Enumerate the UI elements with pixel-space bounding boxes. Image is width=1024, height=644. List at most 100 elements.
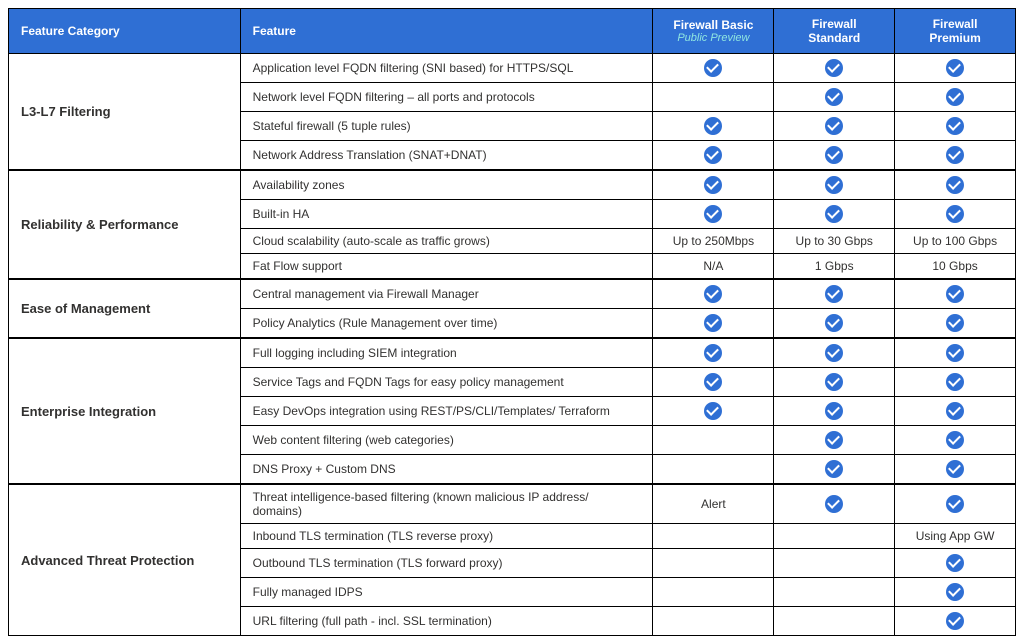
cell-basic: [653, 549, 774, 578]
cell-basic: [653, 141, 774, 171]
cell-standard: [774, 200, 895, 229]
feature-cell: Availability zones: [240, 170, 653, 200]
cell-basic: [653, 578, 774, 607]
cell-basic: N/A: [653, 254, 774, 280]
cell-premium: [895, 141, 1016, 171]
feature-cell: Built-in HA: [240, 200, 653, 229]
check-icon: [946, 314, 964, 332]
cell-standard: [774, 141, 895, 171]
cell-basic: [653, 455, 774, 485]
check-icon: [946, 176, 964, 194]
cell-standard: [774, 549, 895, 578]
check-icon: [704, 176, 722, 194]
table-row: Advanced Threat ProtectionThreat intelli…: [9, 484, 1016, 524]
table-body: L3-L7 FilteringApplication level FQDN fi…: [9, 54, 1016, 636]
cell-standard: [774, 54, 895, 83]
cell-basic: [653, 279, 774, 309]
cell-premium: [895, 112, 1016, 141]
check-icon: [946, 554, 964, 572]
cell-premium: 10 Gbps: [895, 254, 1016, 280]
category-cell: Ease of Management: [9, 279, 241, 338]
cell-basic: Alert: [653, 484, 774, 524]
check-icon: [825, 344, 843, 362]
cell-standard: 1 Gbps: [774, 254, 895, 280]
check-icon: [704, 285, 722, 303]
cell-premium: [895, 309, 1016, 339]
check-icon: [946, 583, 964, 601]
cell-premium: [895, 368, 1016, 397]
check-icon: [825, 88, 843, 106]
feature-cell: DNS Proxy + Custom DNS: [240, 455, 653, 485]
cell-basic: [653, 607, 774, 636]
feature-cell: Fully managed IDPS: [240, 578, 653, 607]
header-basic: Firewall Basic Public Preview: [653, 9, 774, 54]
cell-premium: [895, 200, 1016, 229]
category-cell: Enterprise Integration: [9, 338, 241, 484]
feature-cell: Web content filtering (web categories): [240, 426, 653, 455]
cell-premium: [895, 578, 1016, 607]
cell-standard: [774, 368, 895, 397]
table-row: Enterprise IntegrationFull logging inclu…: [9, 338, 1016, 368]
cell-standard: [774, 338, 895, 368]
cell-premium: [895, 170, 1016, 200]
feature-comparison-table: Feature Category Feature Firewall Basic …: [8, 8, 1016, 636]
cell-premium: Using App GW: [895, 524, 1016, 549]
cell-standard: Up to 30 Gbps: [774, 229, 895, 254]
cell-basic: [653, 426, 774, 455]
feature-cell: Central management via Firewall Manager: [240, 279, 653, 309]
check-icon: [825, 205, 843, 223]
check-icon: [946, 205, 964, 223]
feature-cell: Fat Flow support: [240, 254, 653, 280]
category-cell: L3-L7 Filtering: [9, 54, 241, 171]
cell-standard: [774, 607, 895, 636]
cell-basic: [653, 524, 774, 549]
check-icon: [825, 495, 843, 513]
feature-cell: Network level FQDN filtering – all ports…: [240, 83, 653, 112]
cell-standard: [774, 397, 895, 426]
cell-basic: [653, 397, 774, 426]
check-icon: [825, 146, 843, 164]
check-icon: [704, 402, 722, 420]
check-icon: [946, 612, 964, 630]
cell-standard: [774, 484, 895, 524]
check-icon: [946, 146, 964, 164]
cell-standard: [774, 455, 895, 485]
check-icon: [704, 314, 722, 332]
feature-cell: Inbound TLS termination (TLS reverse pro…: [240, 524, 653, 549]
cell-basic: [653, 338, 774, 368]
header-premium: Firewall Premium: [895, 9, 1016, 54]
cell-premium: [895, 549, 1016, 578]
cell-premium: [895, 338, 1016, 368]
check-icon: [825, 117, 843, 135]
check-icon: [704, 146, 722, 164]
table-row: Reliability & PerformanceAvailability zo…: [9, 170, 1016, 200]
category-cell: Reliability & Performance: [9, 170, 241, 279]
check-icon: [704, 344, 722, 362]
check-icon: [825, 373, 843, 391]
check-icon: [946, 285, 964, 303]
check-icon: [946, 373, 964, 391]
cell-basic: [653, 200, 774, 229]
cell-standard: [774, 83, 895, 112]
check-icon: [946, 431, 964, 449]
cell-standard: [774, 578, 895, 607]
header-category: Feature Category: [9, 9, 241, 54]
cell-standard: [774, 426, 895, 455]
header-basic-title: Firewall Basic: [673, 18, 753, 32]
check-icon: [825, 402, 843, 420]
check-icon: [946, 117, 964, 135]
cell-premium: [895, 54, 1016, 83]
check-icon: [946, 402, 964, 420]
cell-basic: [653, 83, 774, 112]
check-icon: [946, 344, 964, 362]
check-icon: [946, 460, 964, 478]
cell-standard: [774, 170, 895, 200]
cell-basic: [653, 170, 774, 200]
feature-cell: Policy Analytics (Rule Management over t…: [240, 309, 653, 339]
check-icon: [704, 59, 722, 77]
feature-cell: Service Tags and FQDN Tags for easy poli…: [240, 368, 653, 397]
feature-cell: Full logging including SIEM integration: [240, 338, 653, 368]
check-icon: [946, 495, 964, 513]
feature-cell: Outbound TLS termination (TLS forward pr…: [240, 549, 653, 578]
check-icon: [704, 205, 722, 223]
